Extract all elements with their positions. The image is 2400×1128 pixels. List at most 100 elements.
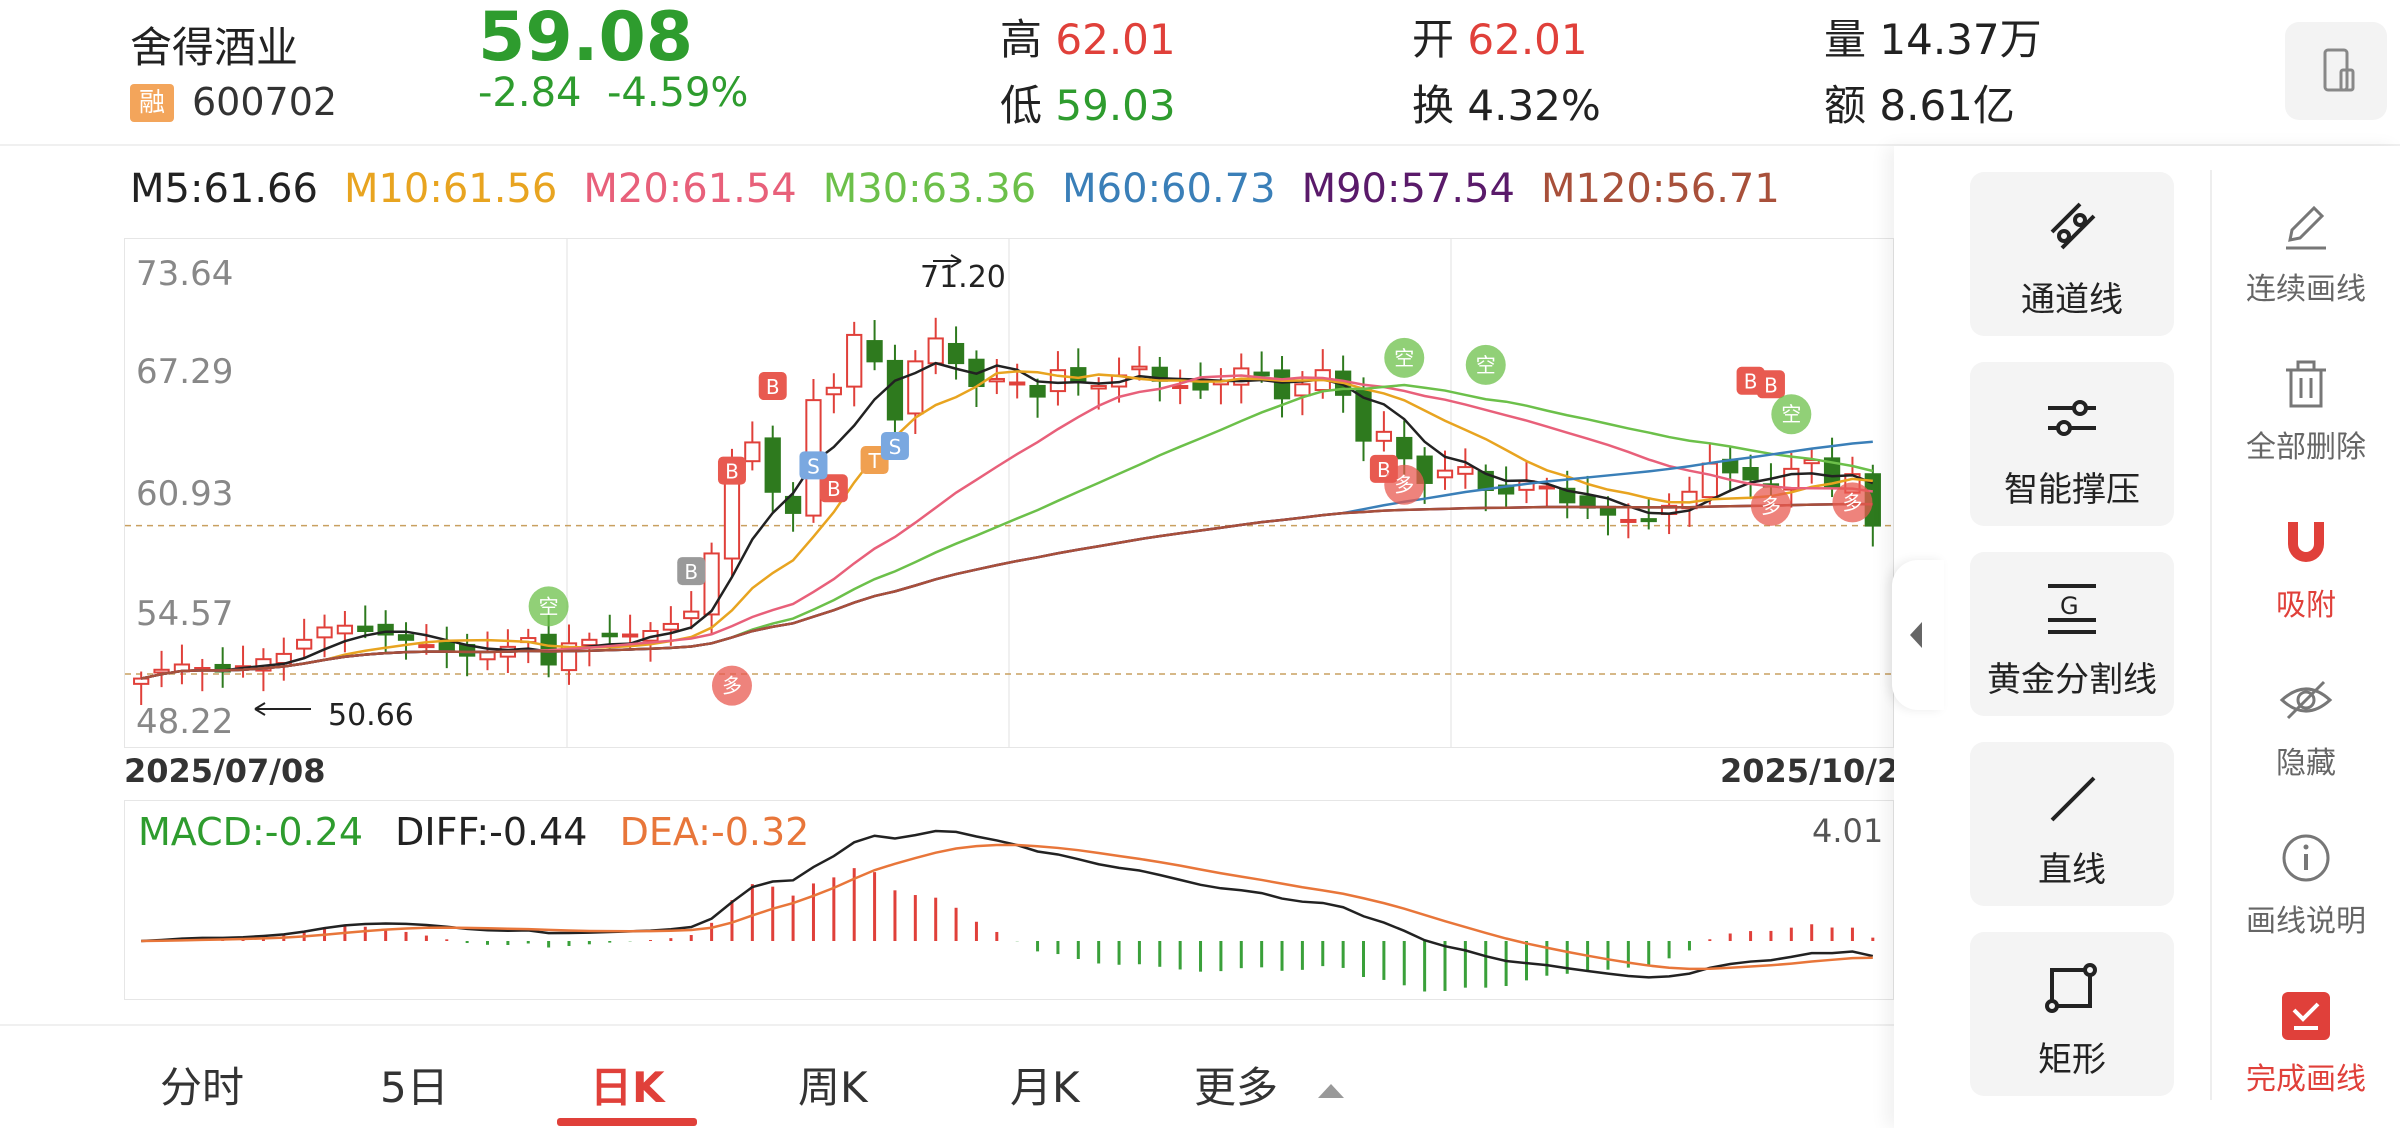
signal-bubble bbox=[1384, 464, 1425, 505]
candle-body bbox=[1273, 369, 1291, 400]
candle-body bbox=[316, 626, 333, 639]
sell-signal-marker: S bbox=[880, 431, 909, 460]
action-drawing-help[interactable]: 画线说明 bbox=[2226, 830, 2386, 940]
signal-bubble bbox=[1384, 337, 1425, 378]
tab-more[interactable]: 更多 bbox=[1194, 1054, 1345, 1115]
long-signal-bubble: 多 bbox=[711, 665, 752, 706]
macd-chart[interactable] bbox=[124, 800, 1894, 1000]
info-icon bbox=[2282, 834, 2330, 882]
signal-text: S bbox=[889, 435, 902, 459]
action-hide[interactable]: 隐藏 bbox=[2226, 672, 2386, 782]
signal-bubble bbox=[528, 586, 569, 627]
dea-value: DEA:-0.32 bbox=[619, 810, 810, 854]
ma-label-1: M10:61.56 bbox=[343, 166, 558, 212]
amount-label: 额 bbox=[1824, 81, 1867, 130]
candle-body bbox=[153, 668, 170, 674]
tool-golden-ratio[interactable]: G 黄金分割线 bbox=[1970, 552, 2174, 716]
golden-ratio-icon: G bbox=[2048, 584, 2096, 634]
kline-svg: BBBBSTSBBB多多多多空空空空空 bbox=[125, 239, 1893, 747]
tabs-divider bbox=[0, 1024, 1894, 1026]
signal-badge bbox=[819, 474, 848, 503]
action-label: 隐藏 bbox=[2276, 746, 2336, 781]
y-tick-2: 67.29 bbox=[136, 352, 234, 392]
price-change: -2.84 -4.59% bbox=[478, 70, 748, 116]
signal-bubble bbox=[1771, 394, 1812, 435]
candle-body bbox=[1742, 467, 1759, 481]
tool-label: 黄金分割线 bbox=[1987, 660, 2157, 700]
tab-intraday[interactable]: 分时 bbox=[160, 1063, 245, 1112]
y-tick-1: 73.64 bbox=[136, 254, 234, 294]
buy-signal-marker: B bbox=[717, 456, 746, 485]
buy-signal-marker: B bbox=[758, 372, 787, 401]
tool-straight-line[interactable]: 直线 bbox=[1970, 742, 2174, 906]
candle-body bbox=[621, 633, 639, 638]
candle-body bbox=[703, 552, 720, 616]
y-tick-3: 60.93 bbox=[136, 474, 234, 514]
candle-body bbox=[296, 638, 313, 650]
high-marker-label: 71.20 bbox=[920, 260, 1006, 295]
straight-line-icon bbox=[2050, 776, 2096, 822]
signal-badge bbox=[758, 372, 787, 401]
low-marker-label: 50.66 bbox=[328, 698, 414, 733]
signal-text: 多 bbox=[1842, 490, 1862, 514]
high-label: 高 bbox=[1000, 15, 1043, 64]
action-continuous-draw[interactable]: 连续画线 bbox=[2226, 198, 2386, 308]
tab-more-label: 更多 bbox=[1194, 1063, 1279, 1112]
turnover-value: 4.32% bbox=[1467, 81, 1601, 130]
tool-channel-line[interactable]: 通道线 bbox=[1970, 172, 2174, 336]
macd-max-tick: 4.01 bbox=[1812, 812, 1884, 850]
action-finish-drawing[interactable]: 完成画线 bbox=[2226, 988, 2386, 1098]
action-snap[interactable]: 吸附 bbox=[2226, 514, 2386, 624]
candle-body bbox=[1009, 381, 1026, 386]
signal-bubble bbox=[1832, 482, 1873, 523]
signal-text: 空 bbox=[539, 594, 559, 618]
action-delete-all[interactable]: 全部删除 bbox=[2226, 356, 2386, 466]
candle-body bbox=[1681, 490, 1698, 510]
short-signal-bubble: 空 bbox=[1465, 344, 1506, 385]
short-signal-bubble: 空 bbox=[528, 586, 569, 627]
diff-value: DIFF:-0.44 bbox=[395, 810, 588, 854]
signal-text: B bbox=[827, 477, 841, 501]
turnover-stat: 换 4.32% bbox=[1412, 72, 1601, 133]
candle-body bbox=[377, 623, 394, 636]
signal-text: B bbox=[1764, 373, 1778, 397]
active-tab-indicator bbox=[557, 1118, 697, 1126]
candle-body bbox=[1049, 369, 1067, 393]
signal-badge bbox=[1756, 370, 1785, 399]
candle-body bbox=[1070, 367, 1087, 384]
candle-body bbox=[784, 495, 802, 514]
ma10-line bbox=[140, 370, 1873, 680]
high-arrow-head bbox=[950, 254, 962, 268]
action-label: 画线说明 bbox=[2246, 904, 2366, 939]
collapse-panel-button[interactable] bbox=[1892, 560, 1944, 710]
tool-support-resistance[interactable]: 智能撑压 bbox=[1970, 362, 2174, 526]
phone-rotate-icon bbox=[2323, 48, 2355, 92]
tool-label: 通道线 bbox=[2021, 280, 2123, 320]
y-tick-5: 48.22 bbox=[136, 702, 234, 742]
signal-text: 多 bbox=[1761, 494, 1781, 518]
tab-daily-k[interactable]: 日K bbox=[590, 1063, 665, 1112]
candle-body bbox=[601, 632, 618, 638]
magnet-icon bbox=[2288, 522, 2324, 562]
signal-badge bbox=[799, 451, 828, 480]
signal-text: B bbox=[766, 375, 780, 399]
tab-monthly-k[interactable]: 月K bbox=[1010, 1063, 1080, 1112]
candle-body bbox=[1029, 384, 1046, 398]
volume-value: 14.37万 bbox=[1879, 15, 2042, 64]
candle-body bbox=[418, 644, 435, 649]
short-signal-bubble: 空 bbox=[1771, 394, 1812, 435]
trash-icon bbox=[2286, 360, 2326, 408]
volume-stat: 量 14.37万 bbox=[1824, 6, 2042, 67]
tool-rectangle[interactable]: 矩形 bbox=[1970, 932, 2174, 1096]
ma-label-6: M120:56.71 bbox=[1540, 166, 1780, 212]
stock-name: 舍得酒业 bbox=[130, 23, 299, 72]
rotate-screen-button[interactable] bbox=[2285, 22, 2387, 120]
margin-badge: 融 bbox=[130, 84, 174, 122]
tab-weekly-k[interactable]: 周K bbox=[798, 1063, 868, 1112]
buy-signal-marker: B bbox=[677, 557, 706, 586]
candle-body bbox=[438, 641, 455, 652]
tab-5day[interactable]: 5日 bbox=[380, 1063, 449, 1112]
kline-chart[interactable]: BBBBSTSBBB多多多多空空空空空 bbox=[124, 238, 1894, 748]
stock-code: 600702 bbox=[192, 80, 338, 124]
ma20-line bbox=[140, 374, 1873, 680]
